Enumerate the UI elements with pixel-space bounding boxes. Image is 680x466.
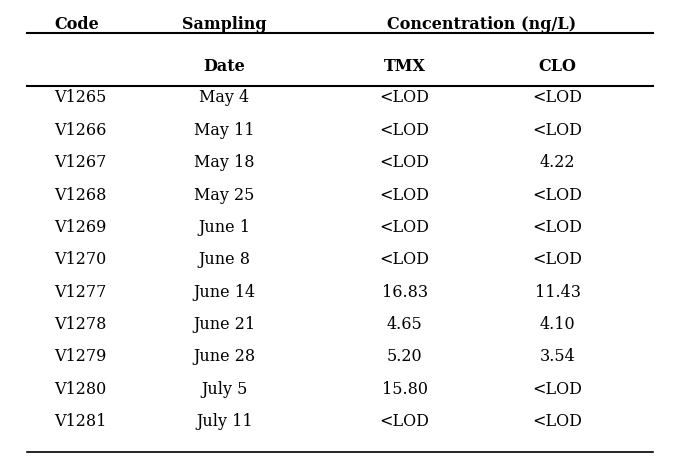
Text: <LOD: <LOD [532,186,583,204]
Text: July 11: July 11 [196,413,253,430]
Text: June 8: June 8 [199,251,250,268]
Text: <LOD: <LOD [532,251,583,268]
Text: TMX: TMX [384,58,426,75]
Text: 4.10: 4.10 [540,316,575,333]
Text: <LOD: <LOD [532,413,583,430]
Text: May 18: May 18 [194,154,254,171]
Text: <LOD: <LOD [532,122,583,139]
Text: <LOD: <LOD [379,122,430,139]
Text: V1279: V1279 [54,349,107,365]
Text: June 1: June 1 [199,219,250,236]
Text: Concentration (ng/L): Concentration (ng/L) [386,16,576,33]
Text: 15.80: 15.80 [381,381,428,398]
Text: <LOD: <LOD [532,219,583,236]
Text: 11.43: 11.43 [534,284,581,301]
Text: May 25: May 25 [194,186,254,204]
Text: <LOD: <LOD [379,219,430,236]
Text: Sampling: Sampling [182,16,267,33]
Text: V1268: V1268 [54,186,107,204]
Text: May 11: May 11 [194,122,254,139]
Text: V1267: V1267 [54,154,107,171]
Text: June 21: June 21 [193,316,256,333]
Text: May 4: May 4 [199,89,250,106]
Text: V1281: V1281 [54,413,107,430]
Text: <LOD: <LOD [379,154,430,171]
Text: <LOD: <LOD [532,89,583,106]
Text: 4.65: 4.65 [387,316,422,333]
Text: <LOD: <LOD [532,381,583,398]
Text: V1277: V1277 [54,284,107,301]
Text: V1265: V1265 [54,89,107,106]
Text: V1269: V1269 [54,219,107,236]
Text: June 28: June 28 [193,349,256,365]
Text: <LOD: <LOD [379,89,430,106]
Text: V1266: V1266 [54,122,107,139]
Text: <LOD: <LOD [379,251,430,268]
Text: July 5: July 5 [201,381,248,398]
Text: <LOD: <LOD [379,186,430,204]
Text: 4.22: 4.22 [540,154,575,171]
Text: 16.83: 16.83 [381,284,428,301]
Text: V1270: V1270 [54,251,107,268]
Text: 3.54: 3.54 [540,349,575,365]
Text: <LOD: <LOD [379,413,430,430]
Text: V1280: V1280 [54,381,107,398]
Text: Code: Code [54,16,99,33]
Text: CLO: CLO [539,58,577,75]
Text: Date: Date [203,58,245,75]
Text: June 14: June 14 [193,284,256,301]
Text: V1278: V1278 [54,316,107,333]
Text: 5.20: 5.20 [387,349,422,365]
